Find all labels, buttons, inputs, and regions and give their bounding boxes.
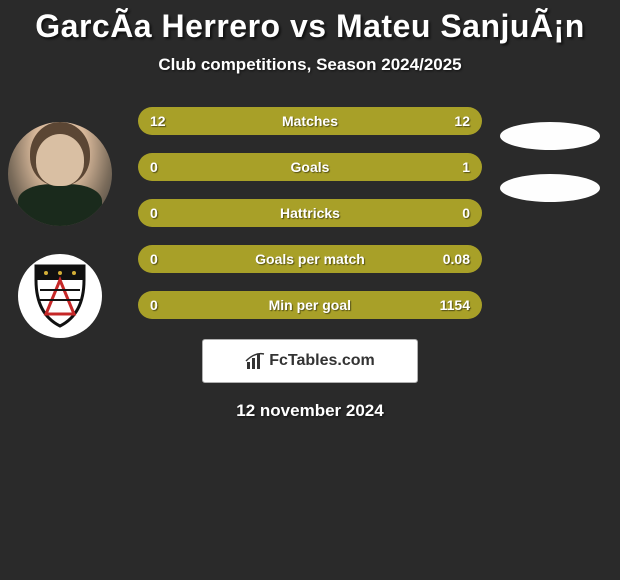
stat-label: Goals per match [180, 251, 440, 267]
right-player-column [498, 122, 602, 202]
bar-chart-icon [245, 351, 265, 371]
brand-box[interactable]: FcTables.com [202, 339, 418, 383]
stat-label: Goals [180, 159, 440, 175]
subtitle: Club competitions, Season 2024/2025 [0, 55, 620, 75]
stat-row-goals: 0 Goals 1 [138, 153, 482, 181]
stat-left-value: 0 [150, 297, 180, 313]
club-badge [18, 254, 102, 338]
stat-label: Min per goal [180, 297, 440, 313]
stat-label: Matches [180, 113, 440, 129]
brand-text: FcTables.com [269, 352, 375, 370]
player2-avatar-placeholder [500, 122, 600, 150]
stat-right-value: 0 [440, 205, 470, 221]
club-shield-icon [32, 264, 88, 328]
stat-row-matches: 12 Matches 12 [138, 107, 482, 135]
stat-left-value: 12 [150, 113, 180, 129]
stat-left-value: 0 [150, 251, 180, 267]
player-avatar [8, 122, 112, 226]
page-title: GarcÃ­a Herrero vs Mateu SanjuÃ¡n [0, 8, 620, 45]
stat-right-value: 12 [440, 113, 470, 129]
date-text: 12 november 2024 [0, 401, 620, 421]
player2-club-placeholder [500, 174, 600, 202]
stat-label: Hattricks [180, 205, 440, 221]
comparison-card: GarcÃ­a Herrero vs Mateu SanjuÃ¡n Club c… [0, 0, 620, 580]
stat-left-value: 0 [150, 205, 180, 221]
stat-row-min-per-goal: 0 Min per goal 1154 [138, 291, 482, 319]
stat-row-goals-per-match: 0 Goals per match 0.08 [138, 245, 482, 273]
left-player-column [8, 122, 112, 338]
stat-right-value: 1154 [440, 297, 470, 313]
stat-right-value: 0.08 [440, 251, 470, 267]
stat-left-value: 0 [150, 159, 180, 175]
stat-row-hattricks: 0 Hattricks 0 [138, 199, 482, 227]
stat-right-value: 1 [440, 159, 470, 175]
